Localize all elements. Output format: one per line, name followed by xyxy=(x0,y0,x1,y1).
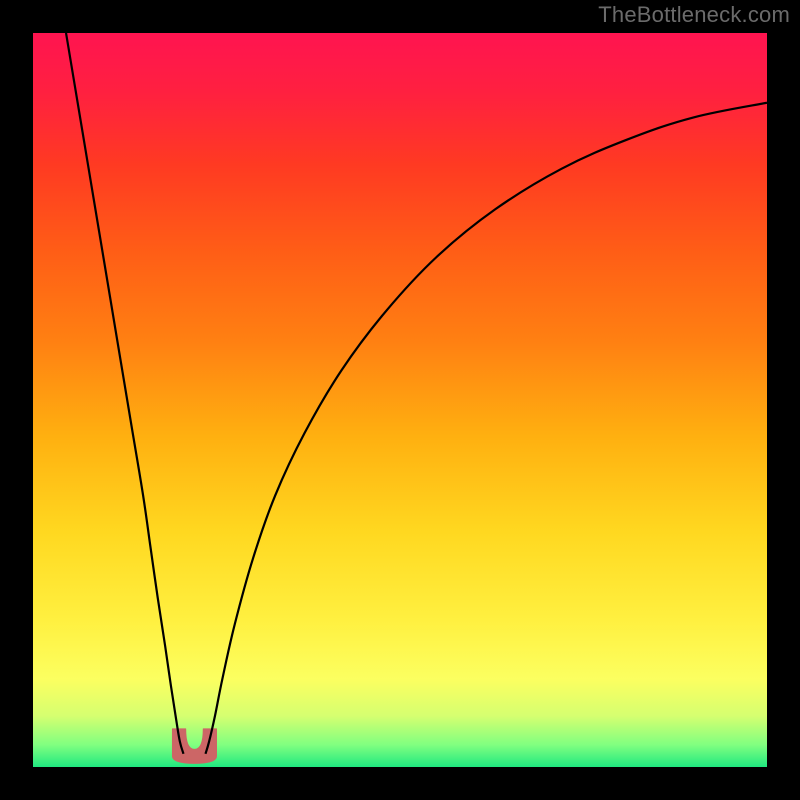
plot-area xyxy=(33,33,767,767)
chart-container: { "watermark": { "text": "TheBottleneck.… xyxy=(0,0,800,800)
watermark-text: TheBottleneck.com xyxy=(598,2,790,28)
curve-left-branch xyxy=(66,33,183,754)
curve-layer xyxy=(33,33,767,767)
curve-right-branch xyxy=(205,103,767,754)
